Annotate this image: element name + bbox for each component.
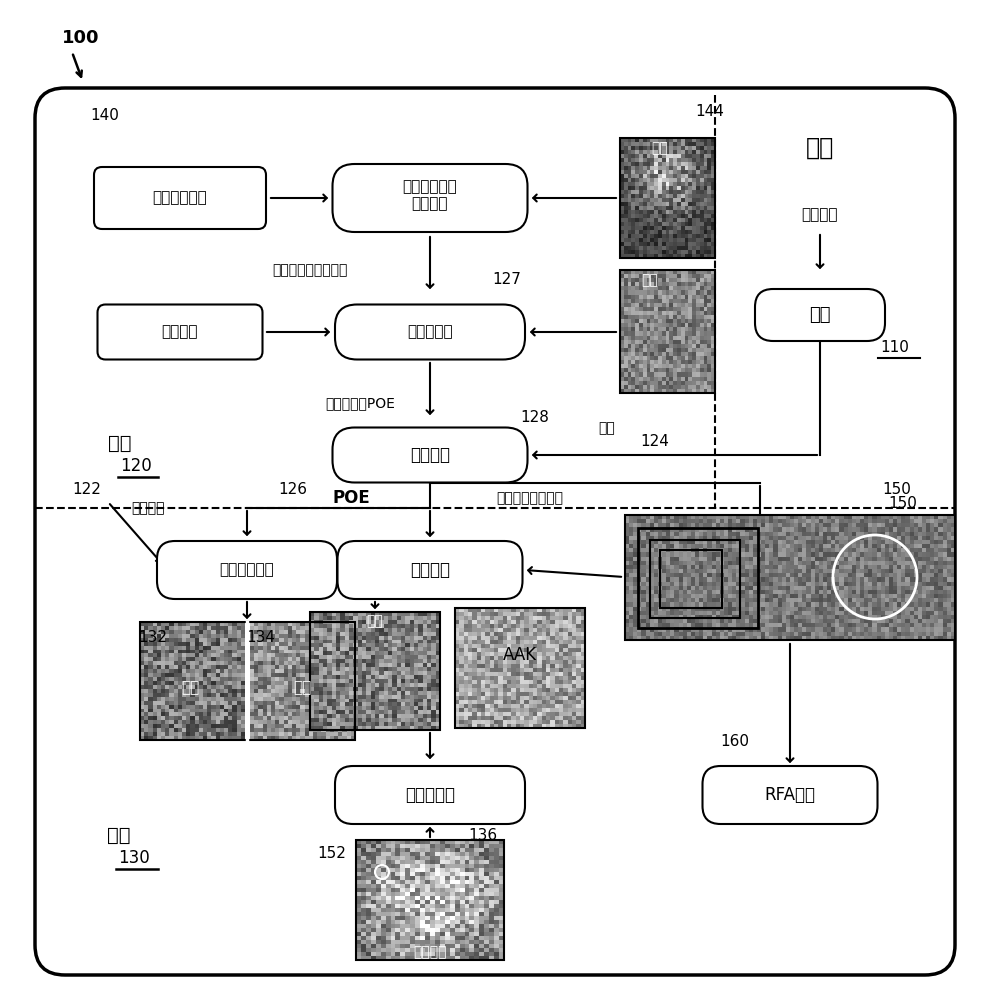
Text: 血管: 血管 <box>642 273 659 287</box>
Text: 发生器参数和时间: 发生器参数和时间 <box>496 491 564 505</box>
Bar <box>140 622 355 740</box>
Text: 150: 150 <box>888 495 917 510</box>
Text: 建模: 建模 <box>806 136 834 160</box>
Bar <box>625 515 955 640</box>
Text: 可行性测试: 可行性测试 <box>407 324 453 340</box>
Text: 124: 124 <box>640 434 669 450</box>
FancyBboxPatch shape <box>755 289 885 341</box>
Bar <box>620 138 715 258</box>
Text: 最佳路径: 最佳路径 <box>132 501 165 515</box>
FancyBboxPatch shape <box>35 88 955 975</box>
Text: 支气管鸜引导: 支气管鸜引导 <box>220 562 274 578</box>
Text: 透视镜引导: 透视镜引导 <box>405 786 455 804</box>
Text: 136: 136 <box>468 828 497 842</box>
Text: AAK: AAK <box>503 646 537 664</box>
Text: RFA消融: RFA消融 <box>764 786 816 804</box>
Text: 144: 144 <box>695 104 724 119</box>
Text: 110: 110 <box>880 340 909 356</box>
Text: 建立隊道: 建立隊道 <box>410 561 450 579</box>
FancyBboxPatch shape <box>337 541 522 599</box>
Text: 真实: 真实 <box>181 680 199 696</box>
FancyBboxPatch shape <box>94 167 266 229</box>
Text: 132: 132 <box>138 631 167 646</box>
Text: 引导: 引导 <box>107 826 131 844</box>
Text: 152: 152 <box>317 846 346 860</box>
Text: 128: 128 <box>520 410 549 426</box>
Text: 候选路线和POE: 候选路线和POE <box>325 396 395 410</box>
FancyBboxPatch shape <box>332 428 527 483</box>
FancyBboxPatch shape <box>335 766 525 824</box>
Bar <box>356 840 504 960</box>
Text: 建模: 建模 <box>809 306 831 324</box>
Bar <box>455 608 585 728</box>
Text: 100: 100 <box>62 29 100 47</box>
Text: 借助消融参数
扩张肿瘤: 借助消融参数 扩张肿瘤 <box>403 179 457 211</box>
Text: 肿瘤: 肿瘤 <box>652 141 669 155</box>
Text: 130: 130 <box>118 849 149 867</box>
Text: 透视影像: 透视影像 <box>413 945 447 959</box>
FancyBboxPatch shape <box>157 541 337 599</box>
Text: 消融控制参数: 消融控制参数 <box>152 190 208 206</box>
Text: 消融测试: 消融测试 <box>410 446 450 464</box>
Text: 候选参数化消融区域: 候选参数化消融区域 <box>272 263 348 277</box>
Text: 134: 134 <box>246 631 275 646</box>
Text: 模型: 模型 <box>598 421 615 435</box>
FancyBboxPatch shape <box>98 304 262 360</box>
FancyBboxPatch shape <box>702 766 877 824</box>
Text: 160: 160 <box>720 734 749 750</box>
Bar <box>660 550 722 608</box>
Text: 隊道: 隊道 <box>367 614 384 628</box>
FancyBboxPatch shape <box>335 304 525 360</box>
Bar <box>310 612 440 730</box>
Text: POE: POE <box>332 489 370 507</box>
Text: 计划: 计划 <box>108 434 132 452</box>
FancyBboxPatch shape <box>332 164 527 232</box>
Text: 140: 140 <box>90 107 119 122</box>
Bar <box>638 528 758 628</box>
Text: 路径标准: 路径标准 <box>162 324 198 340</box>
Bar <box>620 270 715 393</box>
Text: 120: 120 <box>120 457 151 475</box>
Text: 训练数据: 训练数据 <box>802 208 839 223</box>
Text: 150: 150 <box>882 483 911 497</box>
Text: 122: 122 <box>72 483 101 497</box>
Bar <box>650 540 740 618</box>
Text: 127: 127 <box>492 272 521 288</box>
Text: 虚拟: 虚拟 <box>293 680 312 696</box>
Text: 126: 126 <box>278 483 307 497</box>
